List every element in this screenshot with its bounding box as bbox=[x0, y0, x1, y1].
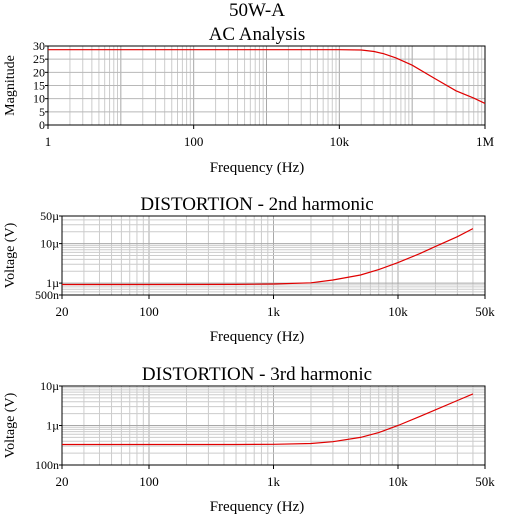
y-tick-label: 20 bbox=[33, 65, 45, 79]
data-point bbox=[332, 279, 333, 280]
y-tick-label: 0 bbox=[39, 118, 45, 132]
data-point bbox=[332, 441, 333, 442]
x-tick-label: 1k bbox=[267, 474, 281, 489]
x-tick-label: 50k bbox=[475, 474, 495, 489]
data-point bbox=[383, 53, 384, 54]
x-tick-label: 50k bbox=[475, 304, 495, 319]
data-point bbox=[361, 49, 362, 50]
data-point bbox=[472, 228, 473, 229]
data-point bbox=[360, 274, 361, 275]
y-tick-label: 5 bbox=[39, 105, 45, 119]
y-tick-label: 30 bbox=[33, 39, 45, 53]
data-point bbox=[378, 432, 379, 433]
x-tick-label: 20 bbox=[56, 304, 69, 319]
x-axis-label: Frequency (Hz) bbox=[210, 499, 305, 514]
data-point bbox=[484, 103, 485, 104]
data-point bbox=[266, 49, 267, 50]
series-line bbox=[48, 49, 486, 104]
series-line bbox=[62, 393, 474, 446]
x-tick-label: 1M bbox=[476, 134, 495, 149]
chart-title: 50W-A bbox=[229, 0, 285, 21]
data-point bbox=[360, 437, 361, 438]
data-point bbox=[472, 393, 473, 394]
plot-3: DISTORTION - 3rd harmonic 20 100 1k 10k 50k 10… bbox=[3, 364, 495, 514]
data-point bbox=[373, 51, 374, 52]
series-1 bbox=[61, 393, 474, 446]
x-tick-label: 10k bbox=[330, 134, 350, 149]
data-point bbox=[473, 98, 474, 99]
data-point bbox=[148, 284, 149, 285]
horizontal-gridlines bbox=[62, 385, 485, 466]
data-point bbox=[455, 90, 456, 91]
data-point bbox=[433, 78, 434, 79]
y-tick-label: 15 bbox=[33, 79, 45, 93]
x-axis-label: Frequency (Hz) bbox=[210, 160, 305, 176]
y-tick-label: 10 bbox=[33, 92, 45, 106]
x-tick-label: 100 bbox=[184, 134, 204, 149]
y-tick-label: 1µ bbox=[46, 419, 59, 433]
y-tick-label: 100n bbox=[35, 458, 59, 472]
y-tick-label: 50µ bbox=[40, 209, 59, 223]
data-point bbox=[61, 444, 62, 445]
data-point bbox=[339, 49, 340, 50]
chart-title: DISTORTION - 3rd harmonic bbox=[142, 364, 372, 385]
data-point bbox=[61, 284, 62, 285]
x-tick-label: 100 bbox=[139, 474, 159, 489]
chart-subtitle: AC Analysis bbox=[209, 24, 306, 45]
y-axis-label: Voltage (V) bbox=[3, 222, 18, 288]
data-point bbox=[435, 246, 436, 247]
data-point bbox=[419, 253, 420, 254]
y-tick-label: 10µ bbox=[40, 379, 59, 393]
data-point bbox=[310, 282, 311, 283]
data-point bbox=[397, 262, 398, 263]
data-point bbox=[419, 416, 420, 417]
data-point bbox=[148, 444, 149, 445]
x-tick-label: 100 bbox=[139, 304, 159, 319]
data-point bbox=[47, 49, 48, 50]
y-tick-label: 1µ bbox=[46, 276, 59, 290]
data-point bbox=[235, 284, 236, 285]
x-axis-label: Frequency (Hz) bbox=[210, 329, 305, 345]
data-point bbox=[273, 444, 274, 445]
x-tick-label: 10k bbox=[388, 304, 408, 319]
x-tick-label: 20 bbox=[56, 474, 69, 489]
data-point bbox=[378, 269, 379, 270]
series-1 bbox=[61, 228, 474, 286]
chart-title: DISTORTION - 2nd harmonic bbox=[140, 194, 373, 215]
data-point bbox=[273, 283, 274, 284]
data-point bbox=[457, 236, 458, 237]
y-axis-label: Voltage (V) bbox=[3, 392, 18, 458]
plot-2: DISTORTION - 2nd harmonic 20 100 1k 10k 50k 50… bbox=[3, 194, 495, 345]
y-tick-label: 500n bbox=[35, 288, 59, 302]
y-tick-label: 25 bbox=[33, 52, 45, 66]
horizontal-gridlines bbox=[62, 215, 485, 296]
data-point bbox=[412, 65, 413, 66]
x-tick-label: 1 bbox=[45, 134, 52, 149]
data-point bbox=[395, 57, 396, 58]
data-point bbox=[310, 443, 311, 444]
data-point bbox=[397, 425, 398, 426]
x-tick-label: 1k bbox=[267, 304, 281, 319]
data-point bbox=[457, 400, 458, 401]
y-tick-label: 10µ bbox=[40, 237, 59, 251]
x-tick-label: 10k bbox=[388, 474, 408, 489]
series-1 bbox=[47, 49, 486, 104]
series-line bbox=[62, 228, 474, 286]
y-axis-label: Magnitude bbox=[3, 55, 18, 116]
data-point bbox=[435, 409, 436, 410]
data-point bbox=[235, 444, 236, 445]
